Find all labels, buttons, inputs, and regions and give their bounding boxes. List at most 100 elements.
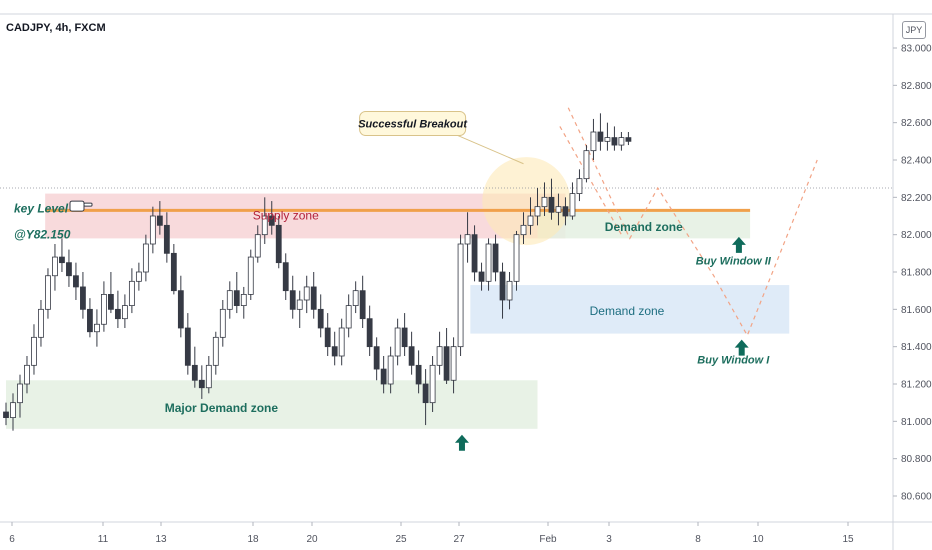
candle-body [583,150,590,180]
candle-body [108,293,114,310]
candle-body [618,137,625,146]
candle-body [282,262,289,292]
x-tick-label: 25 [395,534,407,545]
candle-body [450,346,457,381]
y-tick-label: 83.000 [901,44,932,55]
candle-body [499,271,506,301]
candle-body [590,131,597,152]
up-arrow-icon [731,236,746,253]
candle-body [184,327,191,366]
candle-body [380,368,387,385]
candle-body [87,308,93,333]
candle-body [73,275,79,288]
candle-body [576,178,583,195]
x-tick-label: 20 [306,534,318,545]
currency-badge[interactable]: JPY [902,21,926,39]
up-arrow-icon [454,434,469,451]
up-arrow-icon [734,339,749,356]
candle-body [170,252,177,292]
candle-body [387,355,394,385]
candle-body [324,327,331,348]
y-tick-label: 82.200 [901,193,932,204]
candle-body [268,215,275,226]
breakout-circle [482,157,571,246]
candle-body [177,290,184,329]
x-tick-label: 18 [247,534,259,545]
candle-body [219,308,226,338]
hand-finger [83,202,93,207]
candle-body [156,215,163,226]
candle-body [121,305,128,320]
supply-zone [45,193,566,239]
demand-zone-blue [470,285,790,334]
supply-zone-label: Supply zone [253,209,319,223]
candle-body [275,224,282,264]
candle-body [317,308,324,329]
candle-body [394,327,401,357]
candle-body [198,379,205,389]
hand-pointer-icon [69,200,93,212]
candle-body [261,215,268,236]
breakout-callout-text: Successful Breakout [358,118,468,130]
candle-body [555,206,562,213]
x-tick-label: 8 [695,534,701,545]
candle-body [240,293,247,306]
candle-body [10,402,16,418]
candle-body [17,383,23,404]
candle-body [114,308,121,320]
candle-body [66,262,72,277]
candle-body [212,336,219,366]
candle-body [359,290,366,320]
projection-path-1 [567,107,818,337]
candle-body [45,275,51,310]
candle-body [31,336,37,366]
breakout-callout-pointer [457,135,524,165]
candle-body [604,137,611,142]
candle-body [485,243,492,282]
candle-body [471,234,478,273]
buy-window-1-label: Buy Window I [697,354,770,366]
candle-body [541,196,548,208]
y-tick-label: 81.000 [901,417,932,428]
candle-body [513,234,520,282]
candle-body [149,215,156,245]
candle-body [597,131,604,142]
candle-body [289,290,296,310]
candle-body [464,234,471,245]
demand-zone-blue-label: Demand zone [590,304,665,318]
candle-body [429,364,436,404]
candle-body [366,318,373,348]
candle-body [401,327,408,348]
candle-body [569,193,576,217]
candle-body [24,364,30,385]
major-demand-zone-label: Major Demand zone [165,401,279,415]
y-tick-label: 81.800 [901,268,932,279]
candle-body [296,299,303,310]
candle-body [94,323,100,333]
candle-body [254,234,261,258]
candle-body [59,256,65,264]
candle-body [135,271,142,282]
candle-body [310,286,317,310]
candle-body [163,224,170,254]
y-tick-label: 82.000 [901,230,932,241]
key-level-value: @Y82.150 [14,227,71,241]
candle-body [408,346,415,366]
candle-body [233,290,240,306]
major-demand-zone [6,380,538,429]
candle-body [506,280,513,301]
candle-body [457,243,464,348]
x-tick-label: 11 [98,534,109,545]
candle-body [338,327,345,357]
candle-body [373,346,380,370]
candle-body [478,271,485,282]
candle-body [205,364,212,389]
y-tick-label: 81.400 [901,342,932,353]
x-tick-label: 6 [9,534,15,545]
symbol-title: CADJPY, 4h, FXCM [6,22,106,34]
candle-body [527,215,534,226]
y-tick-label: 80.600 [901,492,932,503]
candle-body [191,364,198,381]
